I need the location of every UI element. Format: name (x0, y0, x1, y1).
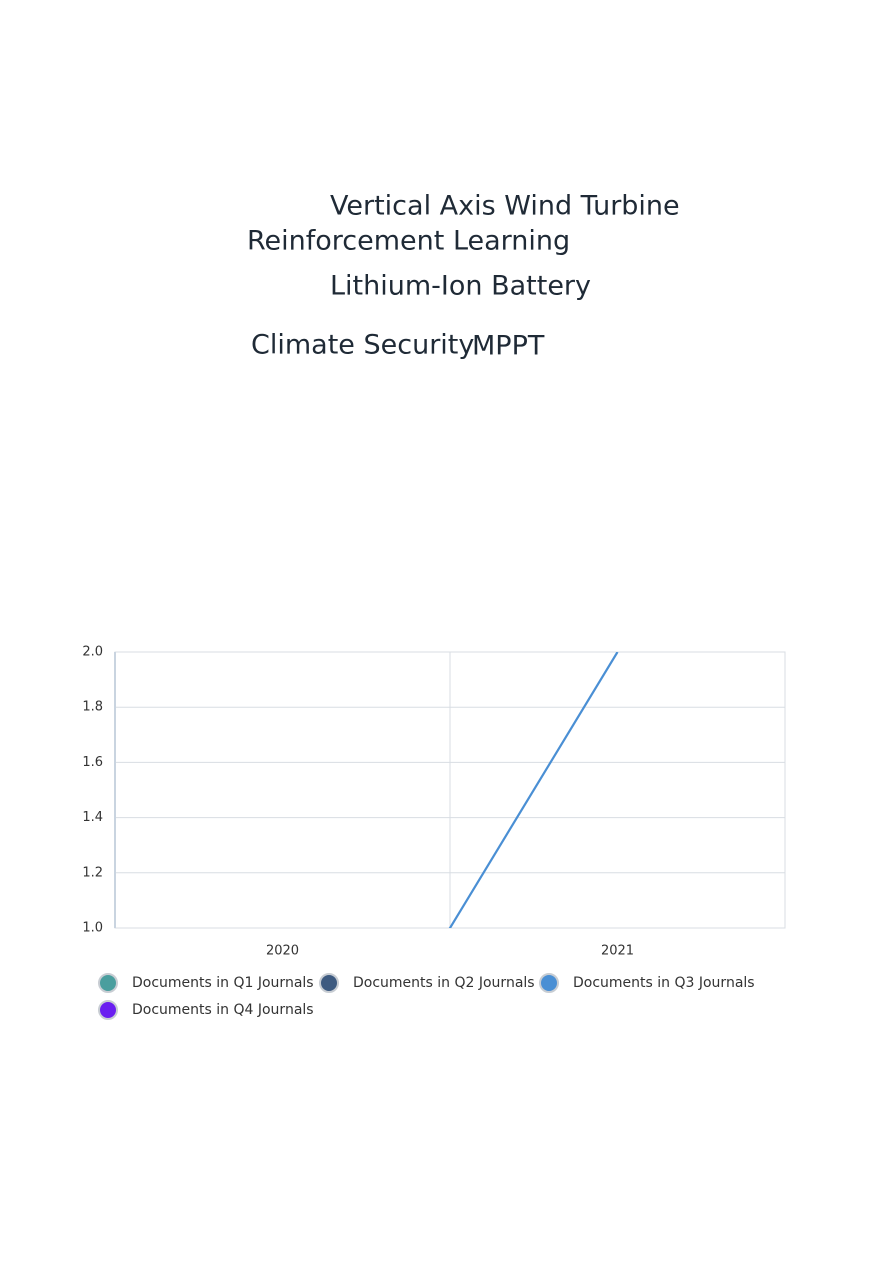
plot-area (448, 652, 619, 928)
legend-label: Documents in Q4 Journals (132, 1002, 314, 1018)
legend-label: Documents in Q3 Journals (573, 975, 755, 991)
x-tick-label: 2021 (601, 944, 634, 959)
word: Climate Security (251, 330, 474, 361)
legend-marker (98, 973, 118, 993)
x-tick-label: 2020 (266, 944, 299, 959)
word: Lithium-Ion Battery (330, 271, 591, 302)
y-tick-label: 1.4 (82, 810, 103, 825)
y-tick-label: 1.6 (82, 755, 103, 770)
y-tick-label: 1.2 (82, 865, 103, 880)
y-tick-label: 1.8 (82, 700, 103, 715)
word: Vertical Axis Wind Turbine (330, 191, 680, 222)
series-line (448, 652, 619, 928)
legend-marker (98, 1000, 118, 1020)
legend-label: Documents in Q2 Journals (353, 975, 535, 991)
y-tick-label: 1.0 (82, 921, 103, 936)
y-tick-label: 2.0 (82, 645, 103, 660)
legend-marker (319, 973, 339, 993)
word: MPPT (472, 331, 545, 362)
word: Reinforcement Learning (247, 226, 570, 257)
legend-label: Documents in Q1 Journals (132, 975, 314, 991)
legend-marker (539, 973, 559, 993)
